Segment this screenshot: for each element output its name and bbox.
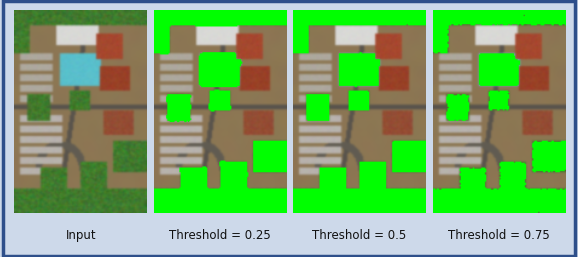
Text: Input: Input: [65, 229, 96, 242]
Text: Threshold = 0.5: Threshold = 0.5: [313, 229, 407, 242]
Text: Threshold = 0.75: Threshold = 0.75: [448, 229, 550, 242]
Text: Threshold = 0.25: Threshold = 0.25: [169, 229, 271, 242]
